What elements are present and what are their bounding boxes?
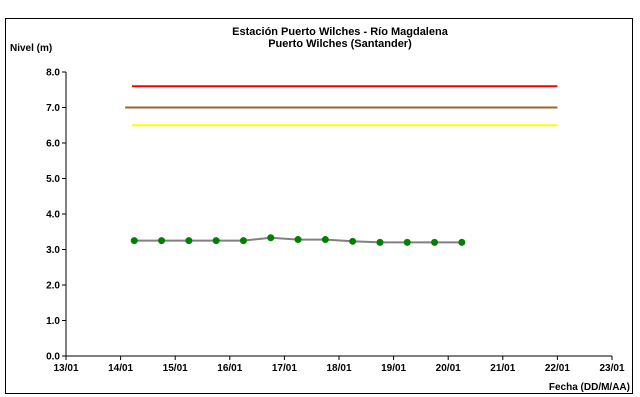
plot-area: 0.0 1.0 2.0 3.0 4.0 5.0 6.0 7.0 8.0 13/01 14/01 15/…	[46, 68, 625, 375]
data-point	[158, 237, 166, 245]
data-point	[431, 238, 439, 246]
y-tick-label: 2.0	[46, 281, 60, 292]
x-axis-title: Fecha (DD/M/AA)	[549, 382, 630, 393]
x-tick-label: 20/01	[436, 363, 461, 374]
x-tick-label: 16/01	[217, 363, 242, 374]
y-tick-label: 1.0	[46, 316, 60, 327]
x-tick-label: 13/01	[53, 363, 78, 374]
x-tick-label: 14/01	[108, 363, 133, 374]
y-tick-label: 7.0	[46, 103, 60, 114]
y-tick-label: 8.0	[46, 68, 60, 79]
chart-frame	[5, 18, 633, 394]
data-point	[349, 237, 357, 245]
data-point	[185, 237, 193, 245]
y-tick-label: 4.0	[46, 210, 60, 221]
y-tick-label: 3.0	[46, 245, 60, 256]
data-point	[130, 237, 138, 245]
x-tick-label: 23/01	[599, 363, 624, 374]
x-tick-label: 17/01	[272, 363, 297, 374]
x-tick-label: 22/01	[545, 363, 570, 374]
chart-subtitle: Puerto Wilches (Santander)	[268, 38, 412, 50]
y-tick-label: 6.0	[46, 139, 60, 150]
data-point	[403, 238, 411, 246]
chart-title: Estación Puerto Wilches - Río Magdalena	[232, 26, 449, 38]
data-point	[376, 238, 384, 246]
data-point	[458, 238, 466, 246]
x-tick-label: 15/01	[163, 363, 188, 374]
data-point	[267, 234, 275, 242]
y-tick-label: 0.0	[46, 352, 60, 363]
x-tick-label: 21/01	[490, 363, 515, 374]
data-point	[321, 236, 329, 244]
y-axis-title: Nivel (m)	[10, 43, 52, 54]
x-tick-label: 18/01	[326, 363, 351, 374]
y-tick-label: 5.0	[46, 174, 60, 185]
data-point	[212, 237, 220, 245]
x-tick-label: 19/01	[381, 363, 406, 374]
data-point	[239, 237, 247, 245]
data-point	[294, 236, 302, 244]
